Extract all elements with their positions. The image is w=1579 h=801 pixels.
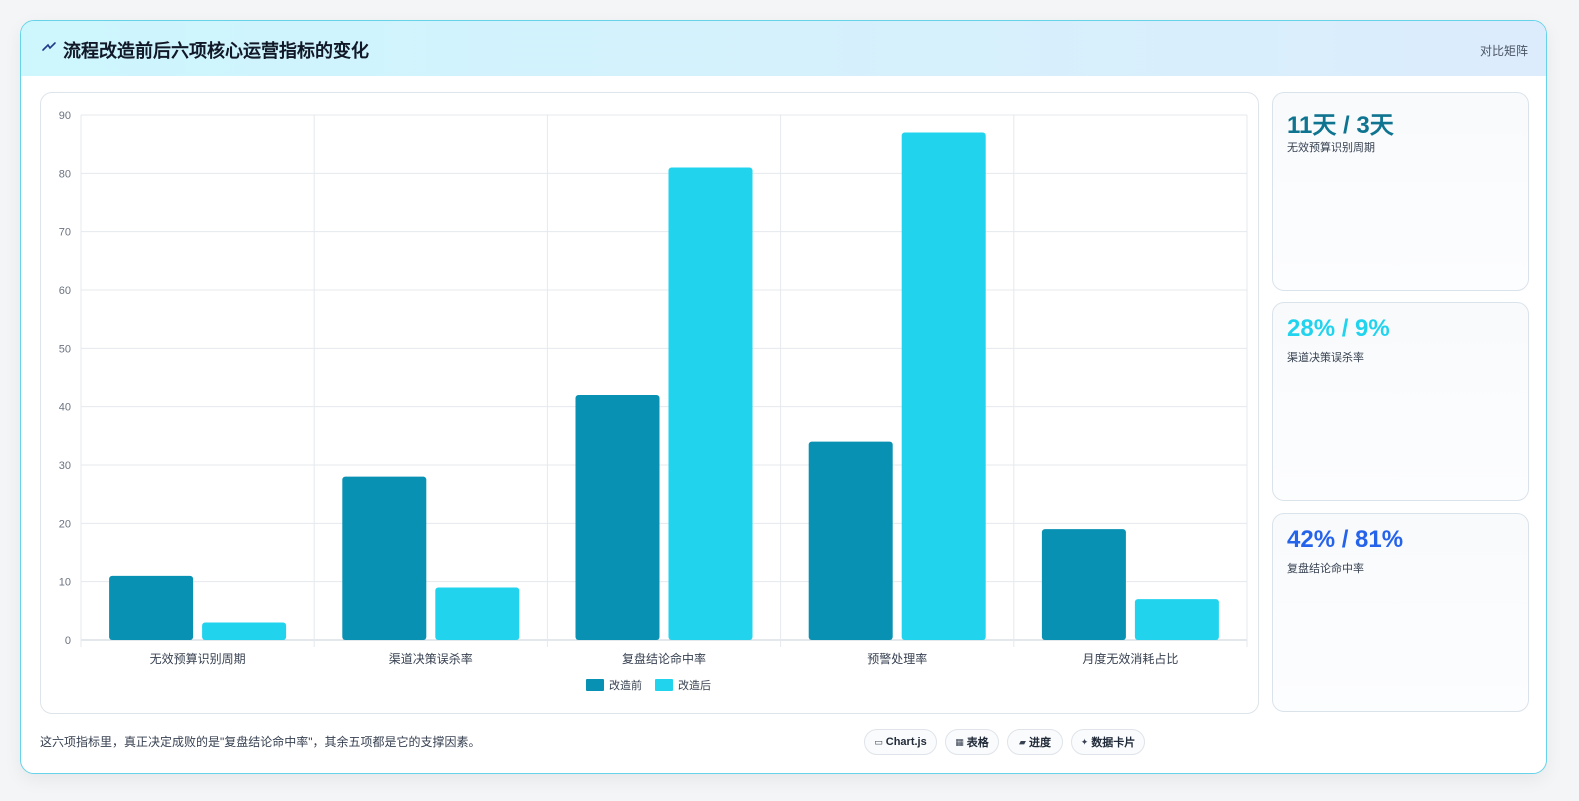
legend-swatch [655,679,673,691]
bar-after [668,167,753,640]
stat-value: 28% / 9% [1287,315,1390,342]
pill-label: Chart.js [885,736,927,748]
bar-before [575,395,660,640]
legend-label: 改造后 [678,678,711,692]
chart-icon: ▭ [874,736,883,747]
y-tick-label: 30 [59,460,71,472]
bar-chart: 0 10 20 30 40 50 60 70 80 90 无效预算识别周期 渠道决策误杀率 复盘结论命中… [59,110,1248,692]
y-tick-label: 40 [59,402,71,414]
y-tick-label: 90 [59,110,71,122]
lightning-icon [42,42,56,51]
bar-after [202,622,287,640]
bar-before [109,575,194,640]
y-tick-label: 10 [59,577,71,589]
legend-swatch [586,679,604,691]
pill-label: 进度 [1028,737,1051,749]
stat-card-3: 42% / 81% 复盘结论命中率 [1272,513,1529,712]
legend-label: 改造前 [609,678,642,692]
table-icon: ▦ [955,736,964,747]
view-mode-label[interactable]: 对比矩阵 [1479,44,1528,58]
stat-card-2: 28% / 9% 渠道决策误杀率 [1272,302,1529,501]
stat-label: 渠道决策误杀率 [1287,352,1364,364]
x-tick-label: 渠道决策误杀率 [389,651,473,666]
bar-after [901,132,986,640]
pill-progress[interactable]: ▰ 进度 [1007,729,1063,755]
insight-note: 这六项指标里，真正决定成败的是"复盘结论命中率"，其余五项都是它的支撑因素。 [40,735,481,749]
bar-before [1041,529,1126,640]
header-bar: 流程改造前后六项核心运营指标的变化 对比矩阵 [21,21,1546,76]
chart-panel: 0 10 20 30 40 50 60 70 80 90 无效预算识别周期 渠道决策误杀率 复盘结论命中… [40,92,1259,714]
y-tick-label: 70 [59,227,71,239]
y-tick-label: 0 [65,635,71,647]
bar-before [342,476,427,640]
bar-after [1134,599,1219,640]
stat-label: 无效预算识别周期 [1287,142,1375,154]
x-tick-label: 月度无效消耗占比 [1082,651,1178,666]
x-tick-label: 预警处理率 [867,651,927,666]
stat-card-1: 11天 / 3天 无效预算识别周期 [1272,92,1529,291]
pill-table[interactable]: ▦ 表格 [945,729,999,755]
stat-value: 11天 / 3天 [1287,112,1394,139]
x-tick-label: 无效预算识别周期 [150,651,246,666]
x-tick-label: 复盘结论命中率 [622,651,706,666]
y-tick-label: 80 [59,168,71,180]
pill-chartjs[interactable]: ▭ Chart.js [864,729,937,755]
progress-icon: ▰ [1019,736,1026,747]
y-tick-label: 50 [59,343,71,355]
y-tick-label: 60 [59,285,71,297]
pill-label: 表格 [966,737,989,749]
stat-value: 42% / 81% [1287,526,1404,553]
page-title: 流程改造前后六项核心运营指标的变化 [63,41,369,61]
sparkle-icon: ✦ [1080,736,1089,747]
y-tick-label: 20 [59,518,71,530]
pill-label: 数据卡片 [1091,737,1136,749]
bar-before [808,441,893,640]
pill-data-cards[interactable]: ✦ 数据卡片 [1071,729,1145,755]
main-card: 流程改造前后六项核心运营指标的变化 对比矩阵 0 10 20 30 40 50 60 70 80… [20,20,1547,774]
stat-label: 复盘结论命中率 [1287,563,1364,575]
bar-after [435,587,520,640]
